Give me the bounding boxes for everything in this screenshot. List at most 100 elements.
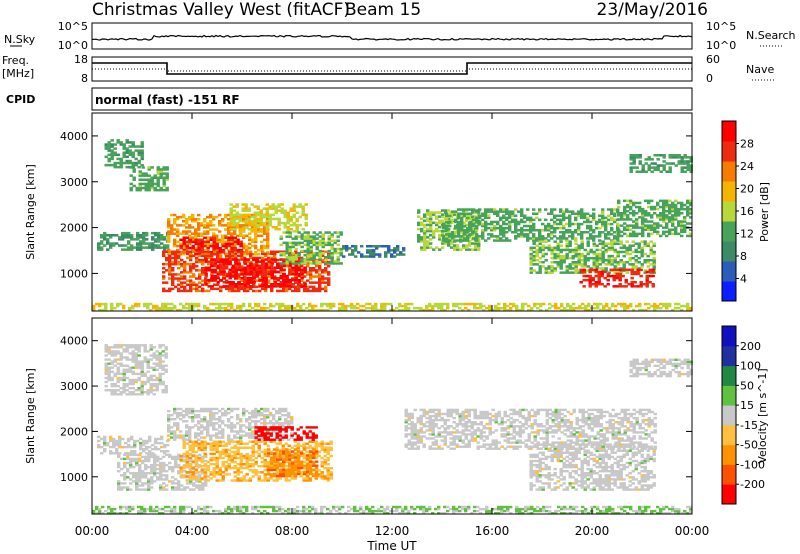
freq-label-1: Freq. [2, 54, 29, 67]
velocity-region-6 [254, 426, 318, 441]
velocity-ytick-label: 3000 [60, 380, 88, 393]
beam-title: Beam 15 [345, 0, 421, 20]
noise-left-tick-top: 10^5 [58, 20, 88, 33]
noise-panel: N.Sky 10^5 10^0 10^5 10^0 N.Search [4, 20, 796, 52]
velocity-region-8 [529, 443, 656, 491]
power-colorbar-swatch [722, 121, 736, 142]
velocity-colorbar-swatch [722, 326, 736, 347]
power-region-8 [279, 231, 343, 265]
x-tick-label: 16:00 [475, 524, 510, 538]
frequency-line [92, 62, 692, 75]
power-panel: 1000 2000 3000 4000 Slant Range [km] 4 8 12 16… [24, 112, 771, 312]
noise-sky-line [91, 34, 693, 41]
velocity-ytick-label: 4000 [60, 335, 88, 348]
velocity-ytick-label: 2000 [60, 425, 88, 438]
power-ylabel: Slant Range [km] [24, 164, 37, 260]
velocity-colorbar-frame [721, 325, 737, 505]
velocity-region-2 [167, 407, 294, 441]
date-title: 23/May/2016 [597, 0, 709, 20]
velocity-region-0 [104, 344, 168, 396]
velocity-panel: 1000 2000 3000 4000 Slant Range [km] -200 -1… [24, 317, 769, 515]
velocity-colorbar-tick-label: -200 [740, 478, 765, 491]
x-tick-label: 00:00 [75, 524, 110, 538]
power-colorbar-label: Power [dB] [758, 182, 771, 242]
velocity-colorbar-tick-label: -15 [740, 419, 758, 432]
power-region-2 [97, 231, 170, 251]
power-region-1 [129, 166, 169, 192]
velocity-colorbar-swatch [722, 444, 736, 465]
velocity-data-cells [92, 344, 693, 515]
power-colorbar-swatch [722, 181, 736, 202]
power-region-5 [229, 203, 308, 233]
velocity-colorbar-tick-label: 100 [740, 360, 761, 373]
x-axis: 00:00 04:00 08:00 12:00 16:00 20:00 00:00 [75, 113, 710, 538]
velocity-colorbar-tick-label: 15 [740, 399, 754, 412]
power-colorbar-swatch [722, 281, 736, 302]
velocity-ylabel: Slant Range [km] [24, 368, 37, 464]
power-ytick-label: 1000 [60, 267, 88, 280]
power-colorbar-tick-label: 4 [740, 273, 747, 286]
velocity-region-9 [629, 358, 693, 378]
noise-right-label: N.Search [746, 29, 796, 42]
freq-panel: Freq. [MHz] 18 8 60 0 Nave [2, 53, 774, 85]
x-axis-label: Time UT [366, 539, 417, 553]
nave-tick-top: 60 [706, 53, 720, 66]
x-tick-label: 12:00 [375, 524, 410, 538]
cpid-row: CPID normal (fast) -151 RF [6, 87, 693, 111]
power-colorbar: 4 8 12 16 20 24 28 [721, 120, 754, 302]
velocity-colorbar-swatch [722, 405, 736, 426]
x-tick-label: 04:00 [175, 524, 210, 538]
station-title: Christmas Valley West (fitACF) [92, 0, 350, 20]
power-region-0 [104, 139, 144, 169]
noise-right-tick-bottom: 10^0 [706, 39, 736, 52]
power-ytick-label: 2000 [60, 222, 88, 235]
velocity-ytick-label: 1000 [60, 471, 88, 484]
noise-left-label: N.Sky [4, 33, 36, 46]
power-colorbar-swatch [722, 201, 736, 222]
power-data-cells [92, 139, 693, 312]
velocity-region-1 [97, 435, 170, 455]
velocity-colorbar-swatch [722, 365, 736, 386]
velocity-colorbar-label: Velocity [m s^-1] [756, 368, 769, 463]
noise-left-tick-bottom: 10^0 [58, 39, 88, 52]
velocity-colorbar-tick-label: -100 [740, 458, 765, 471]
power-region-11 [442, 208, 620, 242]
power-region-16 [92, 302, 693, 312]
velocity-colorbar-swatch [722, 464, 736, 485]
velocity-colorbar: -200 -100 -50 -15 15 50 100 200 [721, 325, 765, 505]
freq-tick-bottom: 8 [81, 72, 88, 85]
velocity-colorbar-tick-label: 50 [740, 379, 754, 392]
x-tick-label: 00:00 [675, 524, 710, 538]
power-region-14 [617, 199, 693, 238]
nave-tick-bottom: 0 [706, 72, 713, 85]
power-colorbar-swatch [722, 161, 736, 182]
power-colorbar-tick-label: 20 [740, 183, 754, 196]
power-colorbar-swatch [722, 241, 736, 262]
velocity-region-10 [92, 505, 693, 515]
nave-line [92, 68, 692, 72]
power-colorbar-tick-label: 8 [740, 250, 747, 263]
nave-label: Nave [746, 63, 774, 76]
freq-label-2: [MHz] [2, 67, 34, 80]
power-colorbar-tick-label: 16 [740, 205, 754, 218]
velocity-colorbar-swatch [722, 424, 736, 446]
power-colorbar-tick-label: 28 [740, 138, 754, 151]
power-colorbar-swatch [722, 221, 736, 242]
freq-tick-top: 18 [74, 53, 88, 66]
velocity-colorbar-swatch [722, 345, 736, 367]
power-colorbar-swatch [722, 141, 736, 162]
power-ytick-label: 4000 [60, 130, 88, 143]
velocity-colorbar-swatch [722, 385, 736, 406]
cpid-label: CPID [6, 93, 35, 106]
power-colorbar-tick-label: 12 [740, 228, 754, 241]
power-colorbar-tick-label: 24 [740, 160, 754, 173]
x-tick-label: 20:00 [575, 524, 610, 538]
power-region-7 [204, 258, 307, 288]
power-region-13 [579, 268, 655, 288]
cpid-text: normal (fast) -151 RF [95, 93, 240, 107]
power-colorbar-swatch [722, 261, 736, 282]
velocity-colorbar-tick-label: 200 [740, 340, 761, 353]
power-region-15 [629, 154, 693, 173]
velocity-colorbar-swatch [722, 484, 736, 505]
